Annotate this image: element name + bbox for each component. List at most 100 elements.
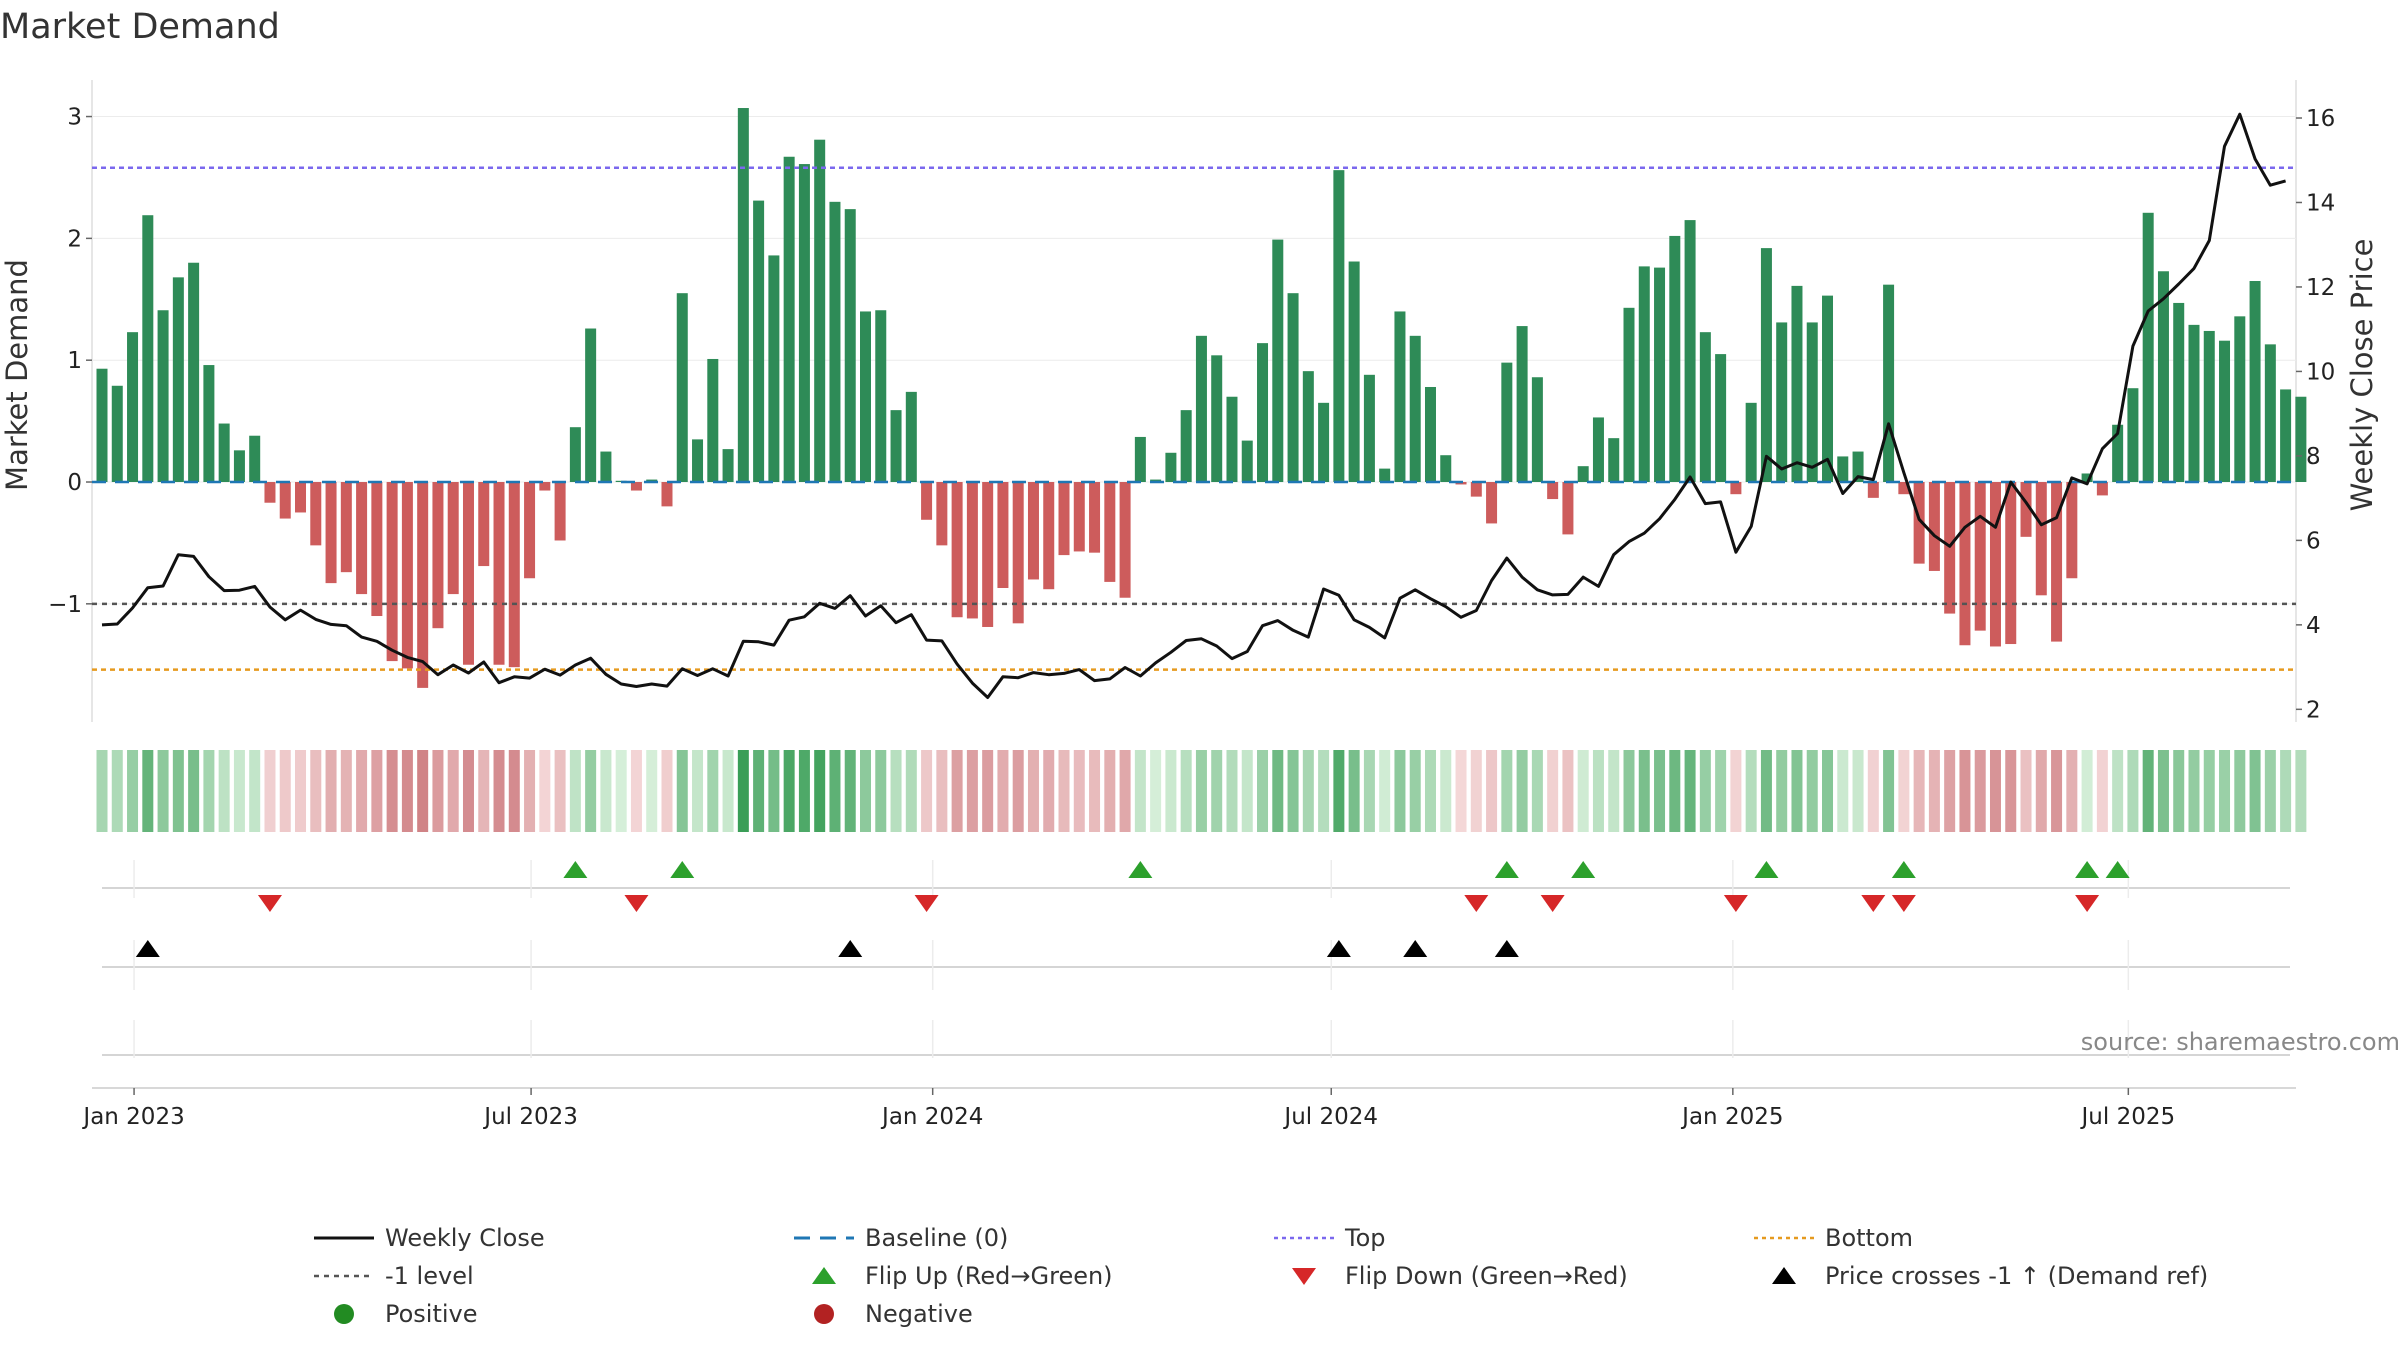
heat-cell [432, 750, 444, 832]
heat-cell [462, 750, 474, 832]
demand-bar [462, 482, 474, 665]
x-tick-label: Jan 2025 [1680, 1104, 1783, 1130]
demand-bar [814, 139, 826, 483]
demand-bar [203, 365, 215, 483]
source-label: source: sharemaestro.com [2081, 1028, 2400, 1056]
demand-bar [2051, 482, 2063, 642]
heat-cell [1363, 750, 1375, 832]
demand-bar [585, 328, 597, 483]
heat-cell [951, 750, 963, 832]
legend-baseline-label: Baseline (0) [865, 1224, 1008, 1252]
heat-cell [844, 750, 856, 832]
heat-cell [1944, 750, 1956, 832]
demand-bar [233, 450, 245, 483]
legend-bottom-label: Bottom [1825, 1224, 1913, 1252]
heat-cell [1104, 750, 1116, 832]
demand-bar [600, 451, 612, 483]
demand-bar [1211, 355, 1223, 483]
heat-cell [921, 750, 933, 832]
demand-bar [96, 368, 108, 483]
demand-bar [798, 164, 810, 483]
demand-bar [401, 482, 413, 669]
demand-bar [1806, 322, 1818, 483]
demand-bar [1409, 335, 1421, 483]
demand-bar [325, 482, 337, 584]
heat-cell [1577, 750, 1589, 832]
heat-cell [1638, 750, 1650, 832]
demand-bars [96, 108, 2307, 688]
demand-bar [2035, 482, 2047, 596]
flip-up-marker [1571, 861, 1596, 878]
heat-cell [1852, 750, 1864, 832]
heat-cell [2249, 750, 2261, 832]
demand-bar [1745, 402, 1757, 483]
right-axis-title: Weekly Close Price [2345, 239, 2379, 512]
flip-down-marker [257, 895, 282, 912]
legend-price-cross: Price crosses -1 ↑ (Demand ref) [1772, 1262, 2208, 1290]
heat-cell [554, 750, 566, 832]
demand-bar [676, 293, 688, 483]
heat-cell [1760, 750, 1772, 832]
left-ticks: 3 2 1 0 −1 [48, 105, 92, 618]
signal-panels [102, 860, 2290, 1058]
demand-bar [1333, 170, 1345, 483]
flip-up-marker [1754, 861, 1779, 878]
demand-bar [1730, 482, 1742, 495]
demand-bar [1822, 295, 1834, 483]
demand-bar [127, 332, 139, 483]
heat-cell [860, 750, 871, 832]
demand-bar [524, 482, 536, 579]
heat-cell [1959, 750, 1971, 832]
demand-bar [1073, 482, 1085, 552]
heat-cell [340, 750, 352, 832]
demand-bar [1302, 371, 1314, 483]
demand-bar [1272, 239, 1284, 483]
demand-bar [1027, 482, 1039, 580]
right-tick-label: 16 [2306, 106, 2335, 132]
demand-bar [2264, 344, 2276, 483]
heat-cell [1715, 750, 1727, 832]
heat-cell [524, 750, 536, 832]
flip-down-marker [1723, 895, 1748, 912]
demand-bar [936, 482, 948, 546]
heat-cell [2173, 750, 2185, 832]
demand-bar [966, 482, 978, 619]
x-tick-label: Jul 2024 [1282, 1104, 1378, 1130]
x-tick-label: Jan 2024 [880, 1104, 983, 1130]
heat-cell [1867, 750, 1879, 832]
heat-cell [1592, 750, 1604, 832]
legend-top: Top [1274, 1224, 1386, 1252]
demand-bar [921, 482, 933, 520]
demand-bar [1379, 468, 1391, 483]
heat-cell [1470, 750, 1482, 832]
demand-bar [783, 156, 795, 483]
left-tick-label: 2 [67, 226, 82, 252]
heat-cell [890, 750, 902, 832]
flip-down-marker [1540, 895, 1565, 912]
heat-cell [722, 750, 734, 832]
heat-cell [218, 750, 230, 832]
demand-bar [310, 482, 322, 546]
heat-cell [1089, 750, 1101, 832]
demand-bar [1089, 482, 1101, 553]
demand-bar [1363, 374, 1375, 483]
demand-bar [707, 358, 719, 483]
heat-cell [1119, 750, 1131, 832]
demand-bar [1195, 335, 1207, 483]
right-tick-label: 12 [2306, 275, 2335, 301]
heat-cell [737, 750, 749, 832]
demand-bar [1470, 482, 1482, 497]
legend-flip-down: Flip Down (Green→Red) [1292, 1262, 1628, 1290]
demand-bar [1791, 285, 1803, 483]
heat-cell [630, 750, 642, 832]
demand-bar [2234, 316, 2246, 483]
right-tick-label: 4 [2306, 613, 2321, 639]
demand-bar [737, 108, 749, 483]
heat-cell [2264, 750, 2276, 832]
legend-flip-down-label: Flip Down (Green→Red) [1345, 1262, 1628, 1290]
demand-bar [1547, 482, 1559, 500]
heat-cell [1195, 750, 1207, 832]
price-cross-marker [1494, 940, 1519, 957]
demand-bar [157, 310, 169, 483]
